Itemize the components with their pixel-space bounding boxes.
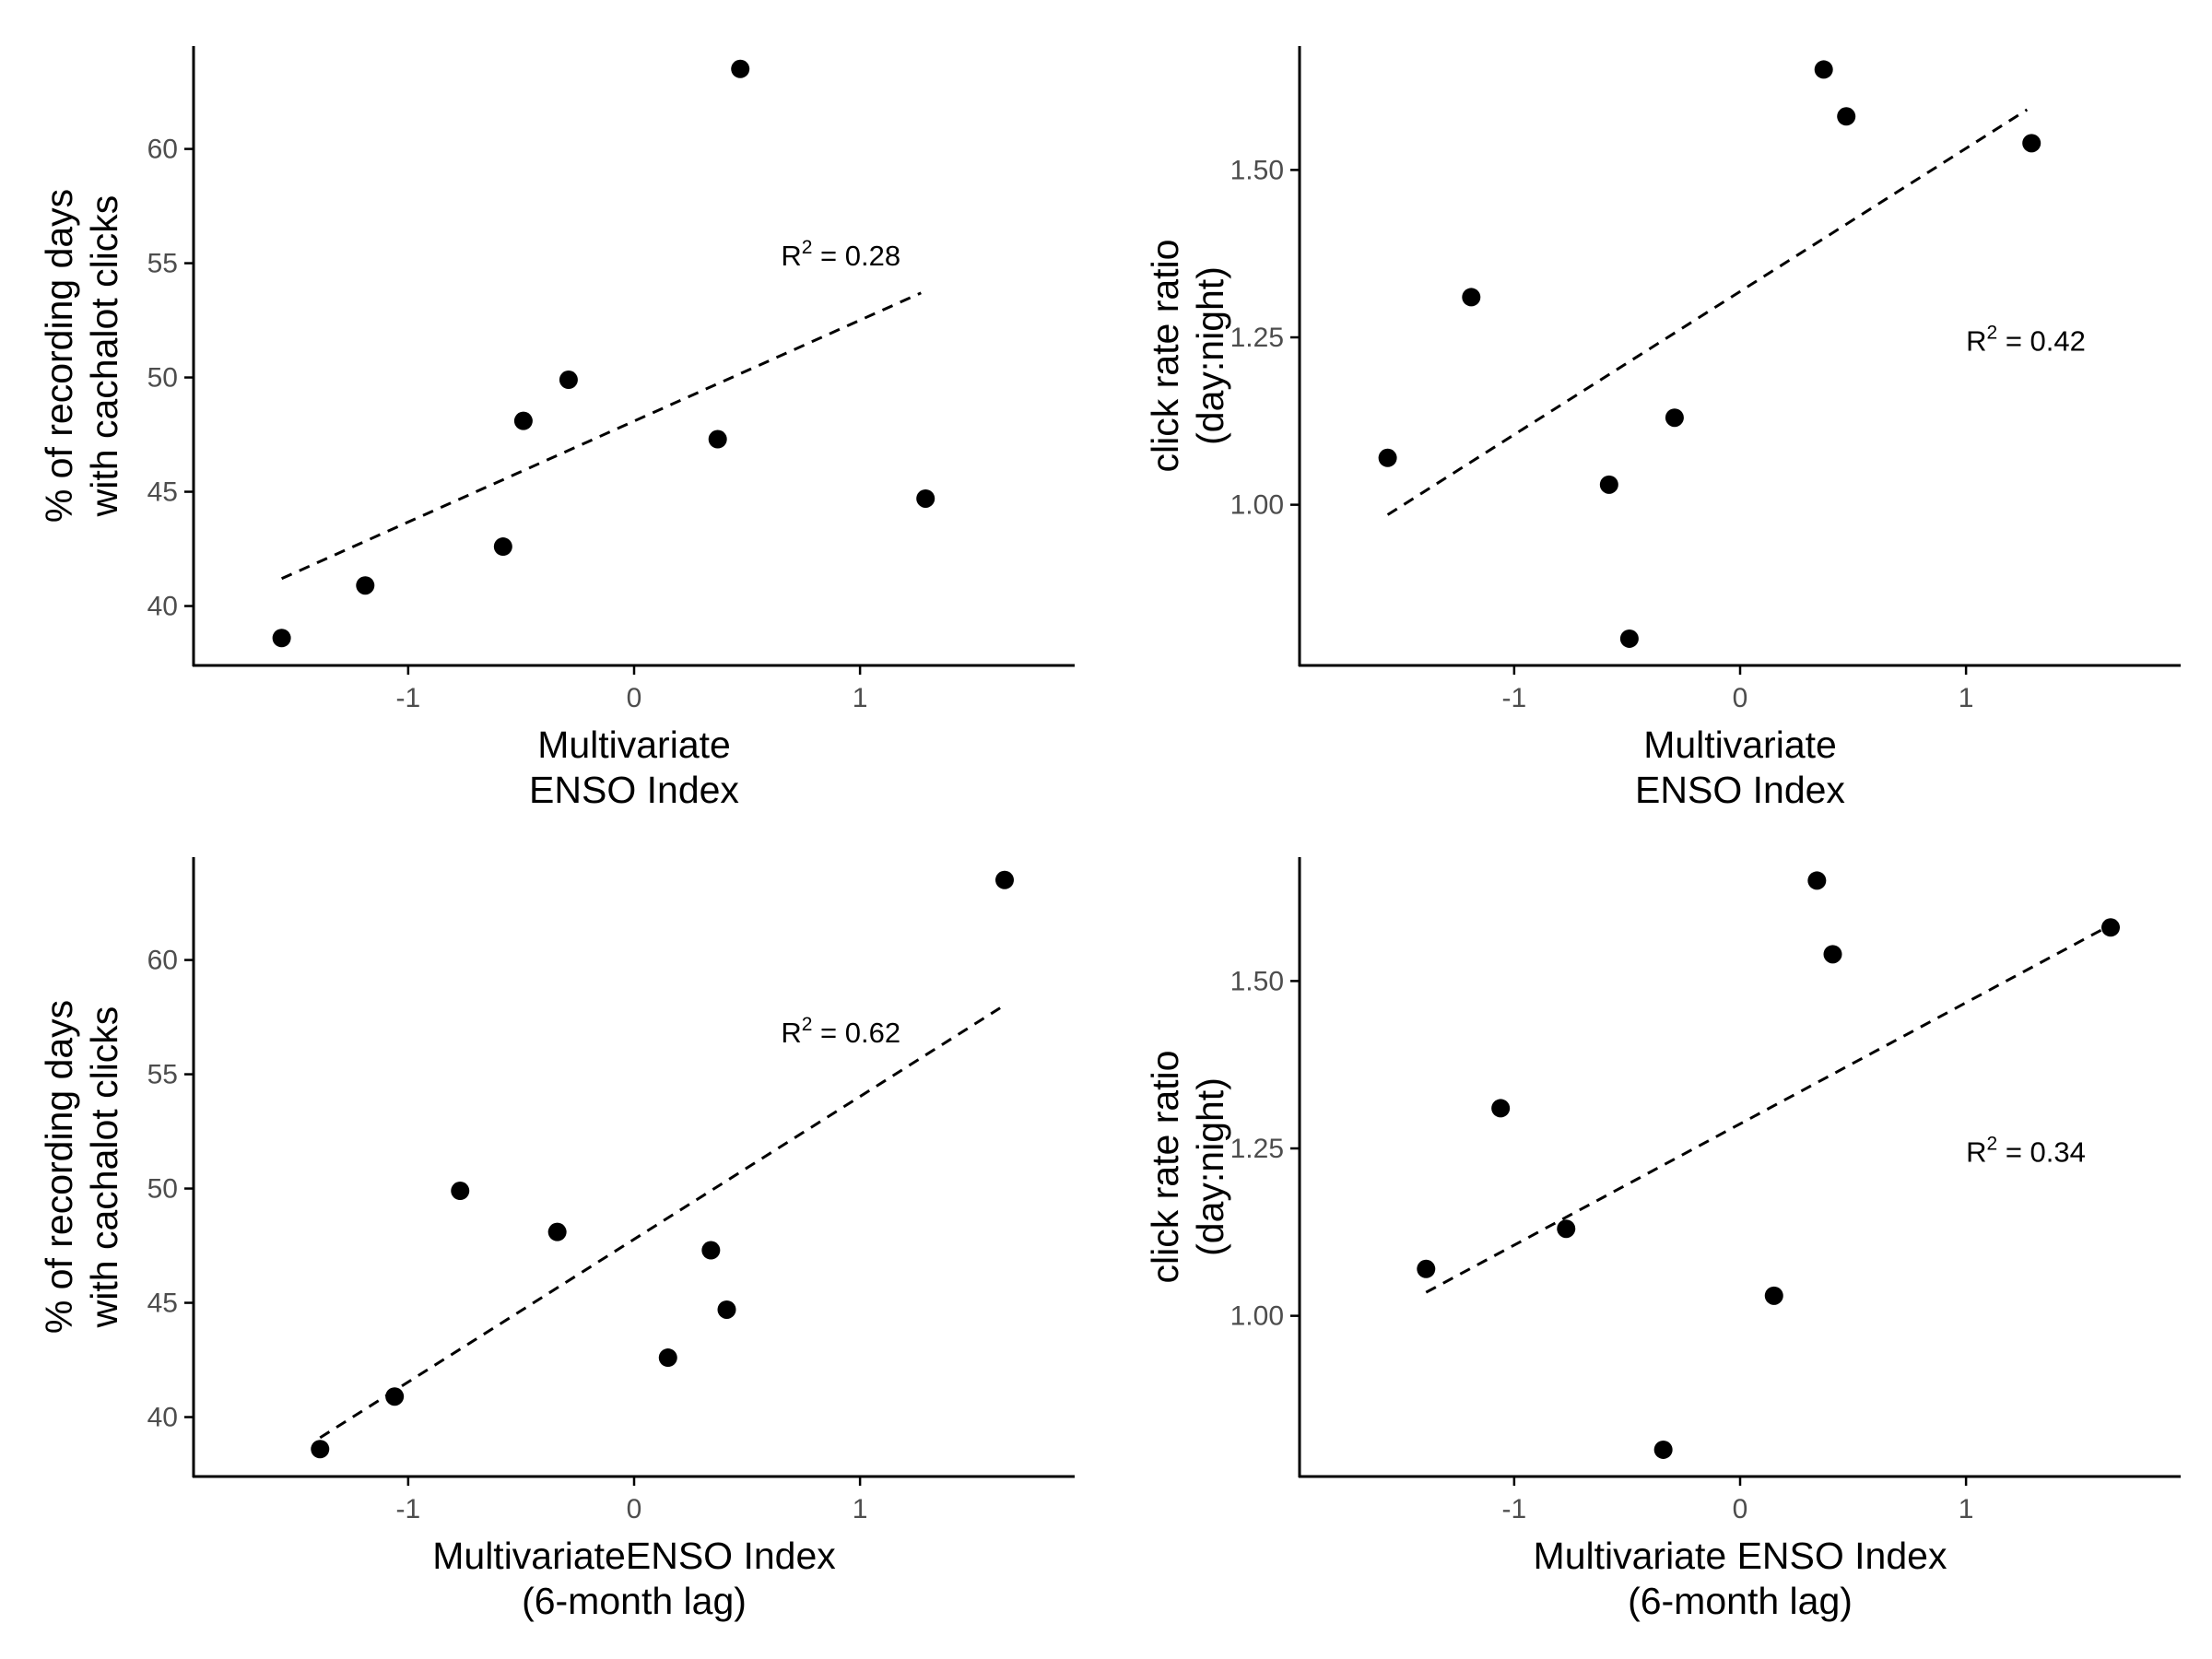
y-axis-title: click rate ratio	[1144, 240, 1186, 473]
scatter-point	[1417, 1259, 1436, 1278]
x-tick-label: 1	[1959, 683, 1974, 713]
x-tick-label: -1	[396, 1494, 421, 1524]
scatter-point	[356, 576, 375, 595]
y-axis-title: click rate ratio	[1144, 1051, 1186, 1284]
regression-fit-line	[280, 291, 922, 581]
scatter-point	[1491, 1099, 1511, 1118]
y-tick-label: 1.25	[1230, 1134, 1284, 1164]
scatter-point	[1599, 475, 1618, 494]
x-axis-title: Multivariate	[1643, 724, 1837, 766]
scatter-point	[451, 1182, 470, 1201]
y-axis-title: (day:night)	[1189, 1077, 1231, 1256]
scatter-point	[2022, 134, 2041, 153]
y-tick-label: 45	[147, 477, 178, 508]
panel-top-right-scatter: -1 0 1 1.00 1.25 1.50 R2 = 0.42 Multivariate ENS…	[1106, 0, 2212, 811]
y-tick-label: 1.50	[1230, 155, 1284, 185]
scatter-point	[1557, 1219, 1576, 1239]
scatter-point	[493, 537, 512, 557]
x-tick-label: -1	[1502, 1494, 1527, 1524]
chart-svg-bottom-left: -1 0 1 40 45 50 55 60 R2 = 0.62 MultivariateENSO …	[38, 857, 1075, 1622]
x-tick-label: 0	[1733, 683, 1748, 713]
scatter-point	[1807, 871, 1827, 890]
y-tick-label: 1.50	[1230, 966, 1284, 996]
y-tick-label: 50	[147, 1174, 178, 1205]
scatter-point	[1653, 1440, 1673, 1459]
y-tick-label: 1.00	[1230, 490, 1284, 521]
y-tick-label: 50	[147, 363, 178, 394]
scatter-point	[701, 1241, 721, 1260]
scatter-point	[717, 1300, 736, 1319]
x-tick-label: 1	[853, 683, 868, 713]
x-tick-label: 0	[1733, 1494, 1748, 1524]
scatter-point	[1823, 945, 1842, 964]
x-tick-label: 1	[853, 1494, 868, 1524]
y-tick-label: 40	[147, 592, 178, 622]
y-tick-label: 55	[147, 1060, 178, 1090]
scatter-point	[1462, 288, 1481, 307]
regression-fit-line	[1425, 925, 2107, 1294]
y-axis-title: with cachalot clicks	[83, 195, 125, 518]
y-tick-label: 60	[147, 946, 178, 976]
scatter-point	[1814, 60, 1833, 79]
scatter-point	[311, 1440, 330, 1459]
x-tick-label: 0	[627, 683, 642, 713]
scatter-point	[513, 411, 533, 430]
panel-bottom-right-scatter: -1 0 1 1.00 1.25 1.50 R2 = 0.34 Multivariate EN…	[1106, 811, 2212, 1622]
x-axis-title: MultivariateENSO Index	[432, 1535, 836, 1577]
x-tick-label: -1	[1502, 683, 1527, 713]
regression-fit-line	[1386, 108, 2029, 516]
scatter-point	[1665, 408, 1684, 428]
scatter-point	[1619, 629, 1639, 648]
y-axis-title: % of recording days	[38, 1000, 80, 1334]
scatter-point	[1837, 107, 1856, 126]
y-axis-title: % of recording days	[38, 189, 80, 523]
scatter-point	[2101, 918, 2121, 937]
x-tick-label: 0	[627, 1494, 642, 1524]
scatter-point	[272, 629, 291, 648]
x-tick-label: 1	[1959, 1494, 1974, 1524]
x-axis-title: ENSO Index	[1635, 769, 1845, 811]
scatter-point	[658, 1348, 677, 1368]
y-tick-label: 55	[147, 249, 178, 279]
regression-fit-line	[319, 1006, 1001, 1440]
scatter-point	[547, 1222, 567, 1241]
y-tick-label: 1.25	[1230, 323, 1284, 353]
x-tick-label: -1	[396, 683, 421, 713]
r-squared-annotation: R2 = 0.42	[1966, 323, 2086, 358]
scatter-point	[731, 59, 750, 78]
x-axis-title: ENSO Index	[529, 769, 739, 811]
r-squared-annotation: R2 = 0.28	[781, 237, 900, 272]
chart-svg-bottom-right: -1 0 1 1.00 1.25 1.50 R2 = 0.34 Multivariate EN…	[1144, 857, 2181, 1622]
y-axis-title: with cachalot clicks	[83, 1006, 125, 1329]
y-tick-label: 1.00	[1230, 1301, 1284, 1332]
panel-top-left-scatter: -1 0 1 40 45 50 55 60 R2 = 0.28 Multivariate ENSO …	[0, 0, 1106, 811]
scatter-point	[385, 1387, 405, 1406]
chart-svg-top-left: -1 0 1 40 45 50 55 60 R2 = 0.28 MultivariateENSO …	[38, 46, 1075, 811]
chart-svg-top-right: -1 0 1 1.00 1.25 1.50 R2 = 0.42 MultivariateENS…	[1144, 46, 2181, 811]
y-tick-label: 45	[147, 1288, 178, 1319]
panel-bottom-left-scatter: -1 0 1 40 45 50 55 60 R2 = 0.62 MultivariateENSO …	[0, 811, 1106, 1622]
scatter-point	[1764, 1286, 1783, 1305]
r-squared-annotation: R2 = 0.62	[781, 1014, 900, 1049]
scatter-point	[995, 870, 1015, 889]
r-squared-annotation: R2 = 0.34	[1966, 1134, 2086, 1169]
x-axis-title: (6-month lag)	[522, 1580, 747, 1622]
scatter-point	[916, 488, 935, 508]
x-axis-title: Multivariate ENSO Index	[1534, 1535, 1947, 1577]
y-tick-label: 60	[147, 135, 178, 165]
x-axis-title: Multivariate	[537, 724, 731, 766]
scatter-point	[708, 429, 727, 449]
y-axis-title: (day:night)	[1189, 266, 1231, 445]
y-tick-label: 40	[147, 1403, 178, 1433]
scatter-point	[1378, 448, 1397, 467]
x-axis-title: (6-month lag)	[1628, 1580, 1853, 1622]
scatter-point	[559, 371, 578, 390]
